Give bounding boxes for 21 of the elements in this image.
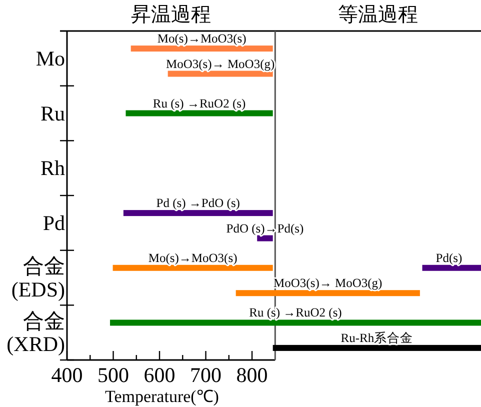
series-label: MoO3(s)→ MoO3(g) — [166, 56, 275, 71]
x-tick-label: 500 — [98, 363, 130, 387]
series-label: Ru-Rh系合金 — [340, 330, 414, 345]
y-tick-label: Mo — [36, 46, 65, 70]
text: 等温過程 — [338, 4, 418, 26]
x-tick-label: 400 — [51, 363, 83, 387]
y-tick-label: Ru — [40, 101, 66, 126]
x-tick-label: 800 — [236, 363, 268, 387]
y-tick-label: Pd — [42, 210, 66, 235]
x-tick-label: 700 — [190, 363, 222, 387]
series-label: Mo(s)→MoO3(s) — [157, 32, 246, 46]
y-tick-label: 合金 (EDS) — [11, 254, 65, 302]
series-label: Pd (s) →PdO (s) — [156, 196, 240, 210]
x-tick-label: 600 — [144, 363, 176, 387]
y-tick-label: 合金 (XRD) — [6, 309, 66, 356]
series-label: Mo(s)→MoO3(s) — [148, 250, 238, 265]
series-label: Ru (s) →RuO2 (s) — [152, 96, 246, 110]
text: 昇温過程 — [131, 4, 212, 26]
x-axis-title: Temperature(℃) — [105, 387, 219, 406]
series-label: Pd(s) — [436, 250, 462, 265]
y-tick-label: Rh — [40, 156, 66, 180]
